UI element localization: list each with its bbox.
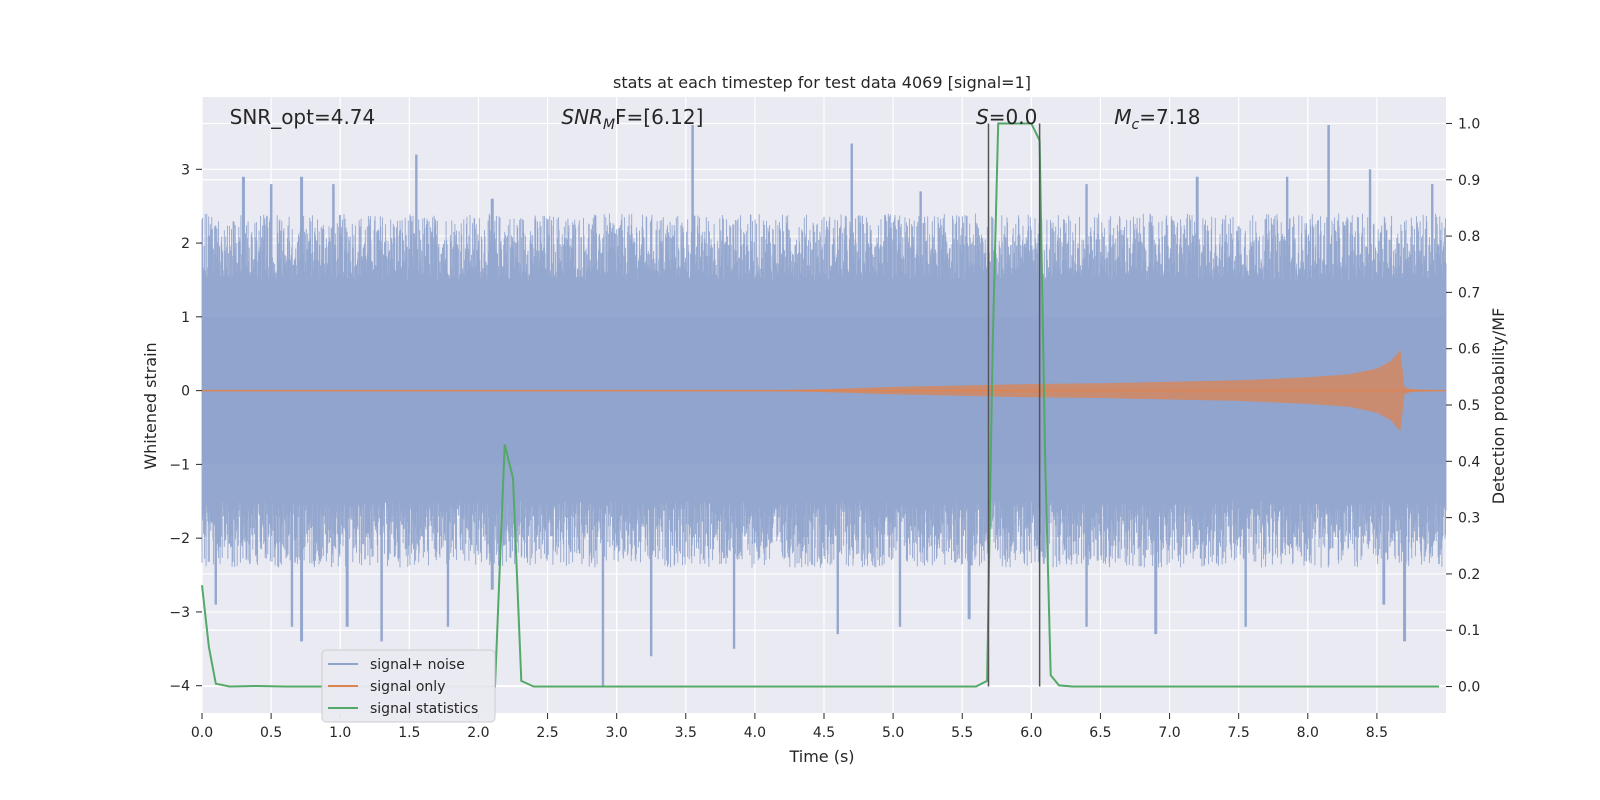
x-tick-label: 0.5	[260, 725, 282, 741]
x-tick-label: 7.5	[1228, 725, 1250, 741]
annotation-2: SNRMF=[6.12]	[561, 105, 703, 133]
x-tick-label: 8.5	[1366, 725, 1388, 741]
x-tick-label: 8.0	[1297, 725, 1319, 741]
annotation-1: SNR_opt=4.74	[230, 105, 376, 129]
x-tick-label: 3.5	[675, 725, 697, 741]
y-tick-label-right: 0.6	[1458, 342, 1480, 358]
x-tick-label: 6.5	[1089, 725, 1111, 741]
y-tick-label-right: 0.2	[1458, 567, 1480, 583]
x-tick-label: 7.0	[1158, 725, 1180, 741]
x-tick-label: 1.5	[398, 725, 420, 741]
y-tick-label-left: −2	[169, 531, 190, 547]
x-tick-label: 2.0	[467, 725, 489, 741]
x-tick-label: 4.0	[744, 725, 766, 741]
legend: signal+ noise signal only signal statistic…	[321, 649, 496, 723]
x-axis-label: Time (s)	[788, 747, 854, 766]
y-tick-label-left: −1	[169, 457, 190, 473]
y-tick-label-left: 1	[181, 310, 190, 326]
chart-title: stats at each timestep for test data 406…	[613, 73, 1031, 92]
legend-label: signal only	[370, 679, 445, 695]
y-tick-label-right: 0.3	[1458, 511, 1480, 527]
x-tick-label: 3.0	[606, 725, 628, 741]
annotation-3: S=0.0	[976, 105, 1037, 129]
y-tick-label-right: 1.0	[1458, 116, 1480, 132]
y-tick-label-right: 0.1	[1458, 623, 1480, 639]
legend-box	[321, 649, 496, 723]
y-tick-label-right: 0.9	[1458, 173, 1480, 189]
legend-label: signal statistics	[370, 701, 478, 717]
x-tick-label: 2.5	[536, 725, 558, 741]
y-tick-label-left: −3	[169, 605, 190, 621]
x-tick-label: 6.0	[1020, 725, 1042, 741]
y-tick-label-left: 2	[181, 236, 190, 252]
axes: 0.0 0.5 1.0 1.5 2.0 2.5 3.0 3.5 4.0 4.5 5.0 5.5 6.0 6…	[169, 116, 1480, 741]
y-tick-label-right: 0.4	[1458, 454, 1480, 470]
y-tick-label-right: 0.8	[1458, 229, 1480, 245]
y-tick-label-right: 0.5	[1458, 398, 1480, 414]
y-tick-label-right: 0.7	[1458, 285, 1480, 301]
x-tick-label: 4.5	[813, 725, 835, 741]
y-tick-label-right: 0.0	[1458, 680, 1480, 696]
annotation-4: Mc=7.18	[1114, 105, 1200, 133]
x-tick-label: 5.5	[951, 725, 973, 741]
y-axis-label-right: Detection probability/MF	[1489, 308, 1508, 505]
y-tick-label-left: 3	[181, 162, 190, 178]
legend-label: signal+ noise	[370, 657, 465, 673]
statistics-line	[201, 122, 1440, 688]
annotations: SNR_opt=4.74 SNRMF=[6.12] S=0.0 Mc=7.18	[230, 105, 1201, 133]
y-tick-label-left: −4	[169, 679, 190, 695]
series-signal-only	[202, 350, 1446, 432]
series-signal-statistics	[201, 122, 1440, 688]
vertical-markers	[987, 123, 1041, 687]
y-tick-label-left: 0	[181, 384, 190, 400]
x-tick-label: 0.0	[191, 725, 213, 741]
x-tick-label: 1.0	[329, 725, 351, 741]
y-axis-label-left: Whitened strain	[141, 342, 160, 469]
x-tick-label: 5.0	[882, 725, 904, 741]
